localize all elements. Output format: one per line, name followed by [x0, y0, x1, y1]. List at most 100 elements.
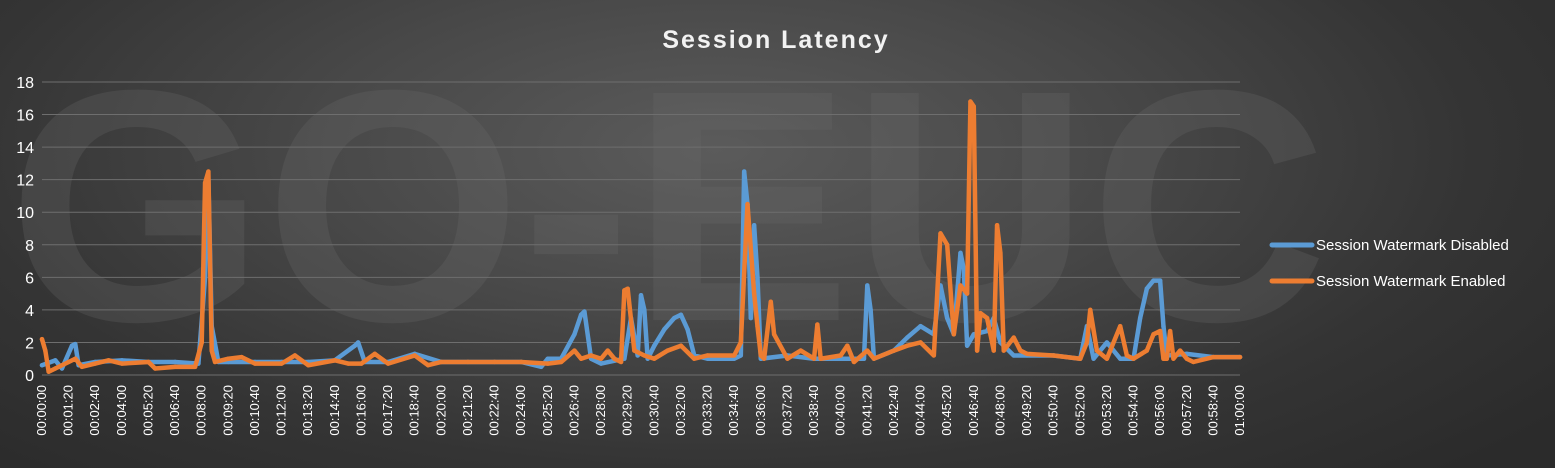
x-tick-label: 01:00:00 [1232, 385, 1247, 436]
data-point [412, 353, 417, 358]
data-point [738, 353, 744, 358]
data-point [818, 356, 823, 361]
data-point [891, 348, 897, 353]
data-point [372, 351, 377, 357]
data-point [971, 104, 976, 109]
data-point [944, 242, 950, 247]
data-point [1167, 328, 1173, 334]
data-point [209, 348, 214, 353]
data-point [239, 354, 244, 360]
x-tick-label: 00:34:40 [726, 385, 741, 436]
x-tick-label: 00:18:40 [407, 385, 422, 436]
x-tick-label: 00:36:00 [753, 385, 768, 436]
data-point [1184, 356, 1189, 361]
data-point [119, 361, 125, 366]
x-tick-label: 00:57:20 [1179, 385, 1194, 436]
data-point [1171, 356, 1176, 361]
data-point [73, 356, 78, 361]
data-point [79, 364, 85, 370]
data-point [665, 348, 670, 353]
data-point [1237, 354, 1243, 360]
x-axis: 00:00:00 00:01:20 00:02:40 00:04:00 00:05:20… [34, 385, 1247, 436]
data-point [1137, 315, 1143, 321]
data-point [519, 359, 524, 365]
x-tick-label: 00:54:40 [1126, 385, 1141, 436]
data-point [1091, 356, 1096, 361]
data-point [1151, 278, 1156, 283]
data-point [1151, 332, 1156, 337]
data-point [582, 309, 587, 314]
data-point [748, 315, 754, 321]
data-point [465, 359, 471, 365]
x-tick-label: 00:17:20 [380, 385, 395, 436]
data-point [226, 356, 231, 361]
data-point [1161, 323, 1166, 329]
x-tick-label: 00:45:20 [939, 385, 954, 436]
data-point [1104, 340, 1110, 345]
data-point [612, 356, 617, 361]
x-tick-label: 00:42:40 [886, 385, 901, 436]
data-point [598, 356, 604, 361]
data-point [974, 348, 980, 353]
x-tick-label: 00:09:20 [220, 385, 235, 436]
data-point [279, 361, 284, 366]
y-axis: 0 2 4 6 8 10 12 14 16 18 [16, 75, 34, 385]
data-point [1164, 356, 1169, 361]
data-point [652, 356, 657, 361]
data-point [642, 307, 647, 313]
data-point [968, 99, 973, 104]
data-point [918, 323, 923, 329]
data-point [1131, 356, 1136, 361]
legend-item: Session Watermark Enabled [1269, 273, 1506, 290]
data-point [642, 353, 647, 358]
data-point [958, 283, 963, 288]
data-point [951, 332, 957, 337]
chart-title: Session Latency [662, 26, 889, 54]
x-tick-label: 00:08:00 [194, 385, 209, 436]
x-tick-label: 00:13:20 [300, 385, 315, 436]
data-point [605, 348, 610, 353]
data-point [838, 353, 843, 358]
data-point [545, 356, 551, 361]
data-point [845, 343, 850, 348]
data-point [355, 340, 361, 345]
y-tick-label: 14 [16, 140, 34, 157]
data-point [868, 307, 873, 313]
legend-item: Session Watermark Disabled [1269, 237, 1509, 254]
data-point [994, 223, 1000, 228]
x-tick-label: 00:25:20 [540, 385, 555, 436]
data-point [1018, 348, 1023, 353]
data-point [1051, 353, 1056, 358]
x-tick-label: 00:56:00 [1152, 385, 1167, 436]
data-point [964, 291, 970, 296]
data-point [678, 343, 684, 348]
x-tick-label: 00:21:20 [460, 385, 475, 436]
series-watermark-enabled [39, 99, 1243, 374]
data-point [588, 353, 594, 358]
data-point [1078, 356, 1083, 361]
data-point [871, 356, 877, 361]
data-point [638, 293, 644, 298]
data-point [918, 340, 923, 345]
x-tick-label: 00:26:40 [566, 385, 581, 436]
x-tick-label: 00:24:00 [513, 385, 528, 436]
data-point [861, 356, 867, 361]
x-tick-label: 00:52:00 [1072, 385, 1087, 436]
data-point [741, 169, 747, 174]
data-point [66, 359, 71, 365]
data-point [1094, 348, 1100, 353]
data-point [1011, 353, 1016, 358]
data-point [292, 353, 298, 358]
data-point [172, 364, 178, 370]
x-tick-label: 00:12:00 [274, 385, 289, 436]
data-point [1157, 278, 1163, 283]
x-tick-label: 00:38:40 [806, 385, 821, 436]
data-point [572, 348, 577, 353]
data-point [1177, 348, 1183, 353]
data-point [385, 361, 391, 366]
x-tick-label: 00:06:40 [167, 385, 182, 436]
data-point [815, 322, 820, 327]
data-point [152, 366, 158, 371]
data-point [964, 343, 970, 348]
